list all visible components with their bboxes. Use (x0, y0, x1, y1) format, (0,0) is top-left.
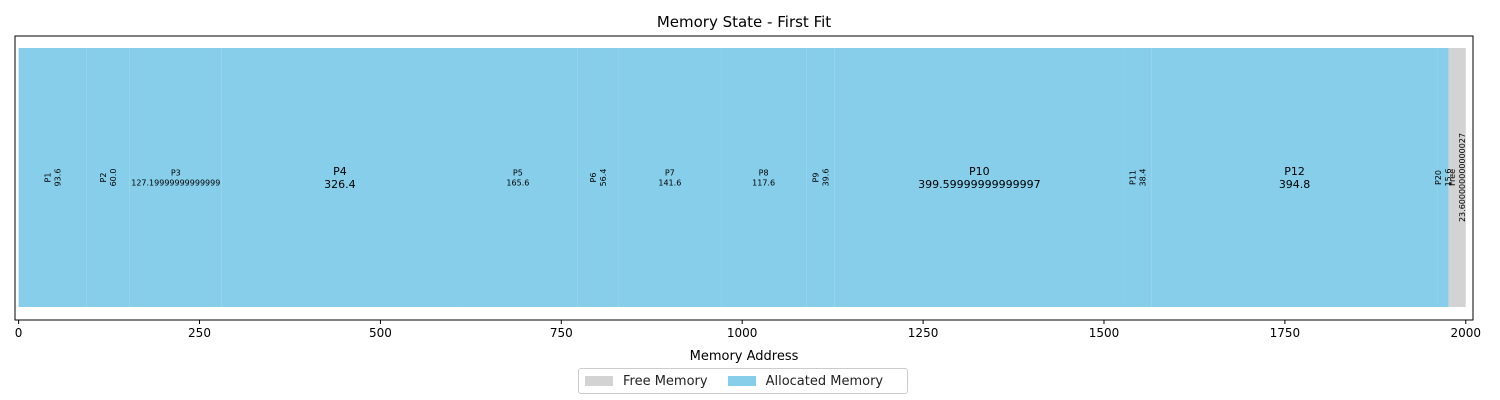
legend-item-free: Free Memory (585, 374, 708, 389)
block-p6 (577, 48, 619, 307)
block-p12 (1151, 48, 1438, 307)
block-label-p12: P12 394.8 (1279, 165, 1311, 191)
block-label-p3: P3 127.19999999999999 (131, 168, 220, 187)
block-label-p2: P260.0 (99, 169, 118, 187)
plot-frame (14, 35, 1474, 321)
block-p7 (618, 48, 722, 307)
x-tick-label: 1000 (727, 326, 758, 340)
chart-title: Memory State - First Fit (657, 13, 831, 31)
x-tick-label: 1500 (1089, 326, 1120, 340)
block-p1 (18, 48, 87, 307)
block-p10 (834, 48, 1124, 307)
legend-item-allocated: Allocated Memory (727, 373, 884, 389)
x-tick-label: 0 (15, 326, 23, 340)
block-label-p7: P7 141.6 (658, 168, 681, 187)
block-label-p8: P8 117.6 (752, 168, 775, 187)
x-tick-label: 750 (550, 326, 573, 340)
block-label-p4: P4 326.4 (324, 165, 356, 191)
block-label-p9: P939.6 (811, 169, 830, 187)
legend-label-free: Free Memory (623, 373, 708, 389)
block-p9 (806, 48, 835, 307)
x-tick-label: 500 (369, 326, 392, 340)
x-tick-label: 2000 (1450, 326, 1481, 340)
block-label-p5: P5 165.6 (506, 168, 529, 187)
block-p4 (221, 48, 458, 307)
legend-label-allocated: Allocated Memory (765, 373, 884, 389)
block-label-free: Free23.600000000000027 (1448, 133, 1467, 222)
block-label-p1: P193.6 (43, 169, 62, 187)
block-label-p11: P1138.4 (1129, 169, 1148, 187)
free-memory-swatch (585, 376, 613, 386)
block-p20 (1437, 48, 1449, 307)
block-p2 (86, 48, 130, 307)
free-block (1448, 48, 1466, 307)
x-tick-label: 1750 (1270, 326, 1301, 340)
legend: Free Memory Allocated Memory (578, 368, 908, 394)
x-tick-label: 1250 (908, 326, 939, 340)
allocated-memory-swatch (727, 376, 756, 386)
block-p8 (721, 48, 807, 307)
block-label-p10: P10 399.59999999999997 (918, 165, 1040, 191)
block-p5 (457, 48, 578, 307)
block-p3 (129, 48, 222, 307)
block-p11 (1123, 48, 1152, 307)
x-axis-label: Memory Address (690, 349, 799, 364)
block-label-p20: P2015.6 (1434, 169, 1453, 187)
x-tick-label: 250 (188, 326, 211, 340)
block-label-p6: P656.4 (589, 169, 608, 187)
